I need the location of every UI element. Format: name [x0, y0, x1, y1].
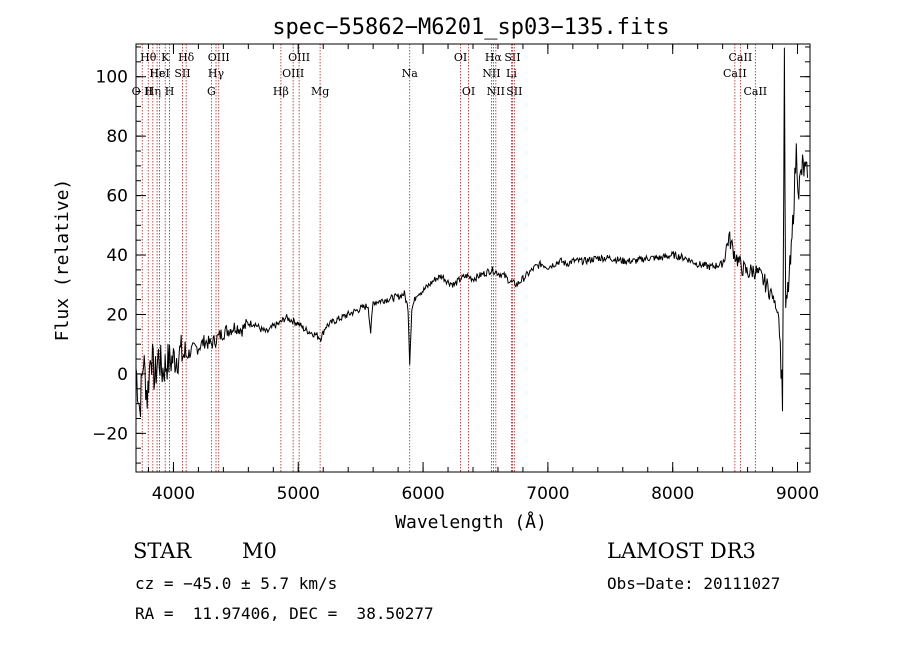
- marker-label: NII: [487, 85, 505, 98]
- object-subclass: M0: [242, 539, 277, 563]
- spectrum-line: [135, 47, 808, 418]
- redshift-cz: cz = −45.0 ± 5.7 km/s: [135, 574, 338, 593]
- marker-label: Mg: [311, 85, 329, 98]
- y-tick-label: 20: [106, 305, 128, 325]
- marker-label: SII: [174, 67, 190, 80]
- x-tick-label: 8000: [651, 484, 694, 504]
- marker-label: CaII: [743, 85, 767, 98]
- marker-label: Hθ: [140, 51, 157, 64]
- x-axis-label: Wavelength (Å): [395, 511, 547, 533]
- marker-label: OI: [462, 85, 475, 98]
- marker-label: Li: [506, 67, 517, 80]
- marker-label: Hδ: [178, 51, 195, 64]
- marker-label: OI: [454, 51, 467, 64]
- ra-dec-coords: RA = 11.97406, DEC = 38.50277: [135, 604, 434, 623]
- survey-name: LAMOST DR3: [607, 539, 756, 563]
- y-tick-label: 0: [117, 365, 128, 385]
- marker-label: O II: [132, 85, 153, 98]
- marker-label: SII: [506, 85, 522, 98]
- y-tick-label: 80: [106, 127, 128, 147]
- x-tick-label: 9000: [776, 484, 819, 504]
- marker-label: CaII: [723, 67, 747, 80]
- marker-label: Hβ: [273, 85, 289, 98]
- marker-label: G: [207, 85, 216, 98]
- marker-label: CaII: [729, 51, 753, 64]
- plot-frame: [135, 43, 811, 473]
- marker-label: K: [161, 51, 170, 64]
- y-axis-label: Flux (relative): [52, 179, 73, 342]
- marker-label: Hγ: [208, 67, 225, 80]
- marker-label: HeI: [149, 67, 169, 80]
- marker-label: OIII: [282, 67, 304, 80]
- observation-date: Obs−Date: 20111027: [607, 574, 781, 593]
- spectrum-chart: spec−55862−M6201_sp03−135.fits O II Hθ Hη H…: [52, 15, 819, 533]
- axis-ticks: 4000 5000 6000 7000 8000 9000 −20 0 20 40 60 80 100: [92, 44, 819, 504]
- y-tick-label: 60: [106, 187, 128, 207]
- marker-label: Hη: [145, 85, 161, 98]
- x-tick-label: 5000: [277, 484, 320, 504]
- marker-label: H: [165, 85, 175, 98]
- chart-title: spec−55862−M6201_sp03−135.fits: [272, 15, 669, 40]
- marker-label: OIII: [208, 51, 230, 64]
- y-tick-label: 40: [106, 246, 128, 266]
- x-tick-label: 4000: [152, 484, 195, 504]
- object-class: STAR: [133, 539, 192, 563]
- marker-label: NII: [482, 67, 500, 80]
- marker-label: Na: [402, 67, 419, 80]
- marker-label: SII: [504, 51, 520, 64]
- x-tick-label: 7000: [526, 484, 569, 504]
- marker-label: Hε: [149, 67, 165, 80]
- y-tick-label: 100: [96, 68, 128, 88]
- marker-label: Hα: [485, 51, 503, 64]
- y-tick-label: −20: [92, 424, 128, 444]
- marker-label: OIII: [288, 51, 310, 64]
- x-tick-label: 6000: [401, 484, 444, 504]
